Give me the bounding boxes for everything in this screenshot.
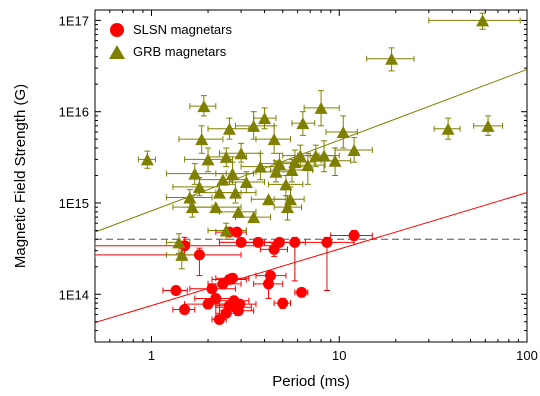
grb-point [309,149,323,162]
y-tick-label: 1E17 [59,13,89,28]
grb-point [219,150,233,163]
legend-label-slsn: SLSN magnetars [133,22,232,37]
y-tick-label: 1E15 [59,196,89,211]
grb-point [222,122,236,135]
grb-point [195,133,209,146]
grb-point [293,149,307,162]
grb-point [347,144,361,157]
slsn-point [277,297,289,309]
grb-point [231,205,245,218]
slsn-point [252,236,264,248]
slsn-point [273,236,285,248]
legend-marker-grb [109,45,125,59]
grb-point [279,178,293,191]
plot-area-frame [94,9,528,343]
grb-point [314,101,328,114]
slsn-point [231,226,243,238]
grb-point [253,160,267,173]
grb-point [219,224,233,237]
slsn-point [193,249,205,261]
x-tick-label: 1 [148,348,155,363]
grb-point [272,157,286,170]
slsn-point [179,304,191,316]
y-axis-label: Magnetic Field Strength (G) [12,84,29,268]
axis-layer: 1 10 100 1E14 1E15 1E16 1E17 [59,10,538,363]
grb-point [197,100,211,113]
grb-point [209,201,223,214]
grb-point [280,201,294,214]
slsn-point [321,236,333,248]
grb-point [247,119,261,132]
grb-point [481,119,495,132]
fit-line-grb [95,69,527,233]
slsn-point [235,236,247,248]
x-tick-label: 100 [516,348,538,363]
grb-point [258,112,272,125]
grb-point [288,156,302,169]
grb-point [185,201,199,214]
fit-line-layer [95,69,527,324]
slsn-point [296,286,308,298]
grb-point [296,117,310,130]
slsn-point [234,298,246,310]
grb-point [336,125,350,138]
legend-marker-slsn [110,23,124,37]
y-tick-label: 1E16 [59,105,89,120]
grb-point [201,153,215,166]
fit-line-slsn [95,192,527,324]
grb-point [140,153,154,166]
grb-point [284,193,298,206]
grb-point [328,154,342,167]
slsn-point [206,283,218,295]
slsn-point [210,292,222,304]
grb-point [226,167,240,180]
grb-point [247,211,261,224]
slsn-point [263,278,275,290]
grb-point [476,14,490,27]
grb-point [172,236,186,249]
marker-layer [140,14,495,325]
slsn-point [264,270,276,282]
grb-point [269,165,283,178]
slsn-point [289,236,301,248]
grb-point [183,191,197,204]
grb-point [267,133,281,146]
grb-point [188,167,202,180]
grb-point [441,122,455,135]
grb-point [262,193,276,206]
grb-point [228,186,242,199]
grb-point [192,180,206,193]
slsn-point [170,284,182,296]
slsn-point [348,230,360,242]
y-tick-label: 1E14 [59,287,89,302]
legend-label-grb: GRB magnetars [133,44,227,59]
x-tick-label: 10 [332,348,346,363]
grb-point [175,248,189,261]
grb-point [385,52,399,65]
slsn-point [227,272,239,284]
grb-point [285,163,299,176]
grb-point [212,186,226,199]
slsn-point [202,298,214,310]
grb-point [317,149,331,162]
grb-point [234,147,248,160]
grb-point [216,173,230,186]
legend: SLSN magnetars GRB magnetars [109,22,232,59]
x-axis-label: Period (ms) [272,373,350,390]
grb-point [301,159,315,172]
grb-point [239,175,253,188]
